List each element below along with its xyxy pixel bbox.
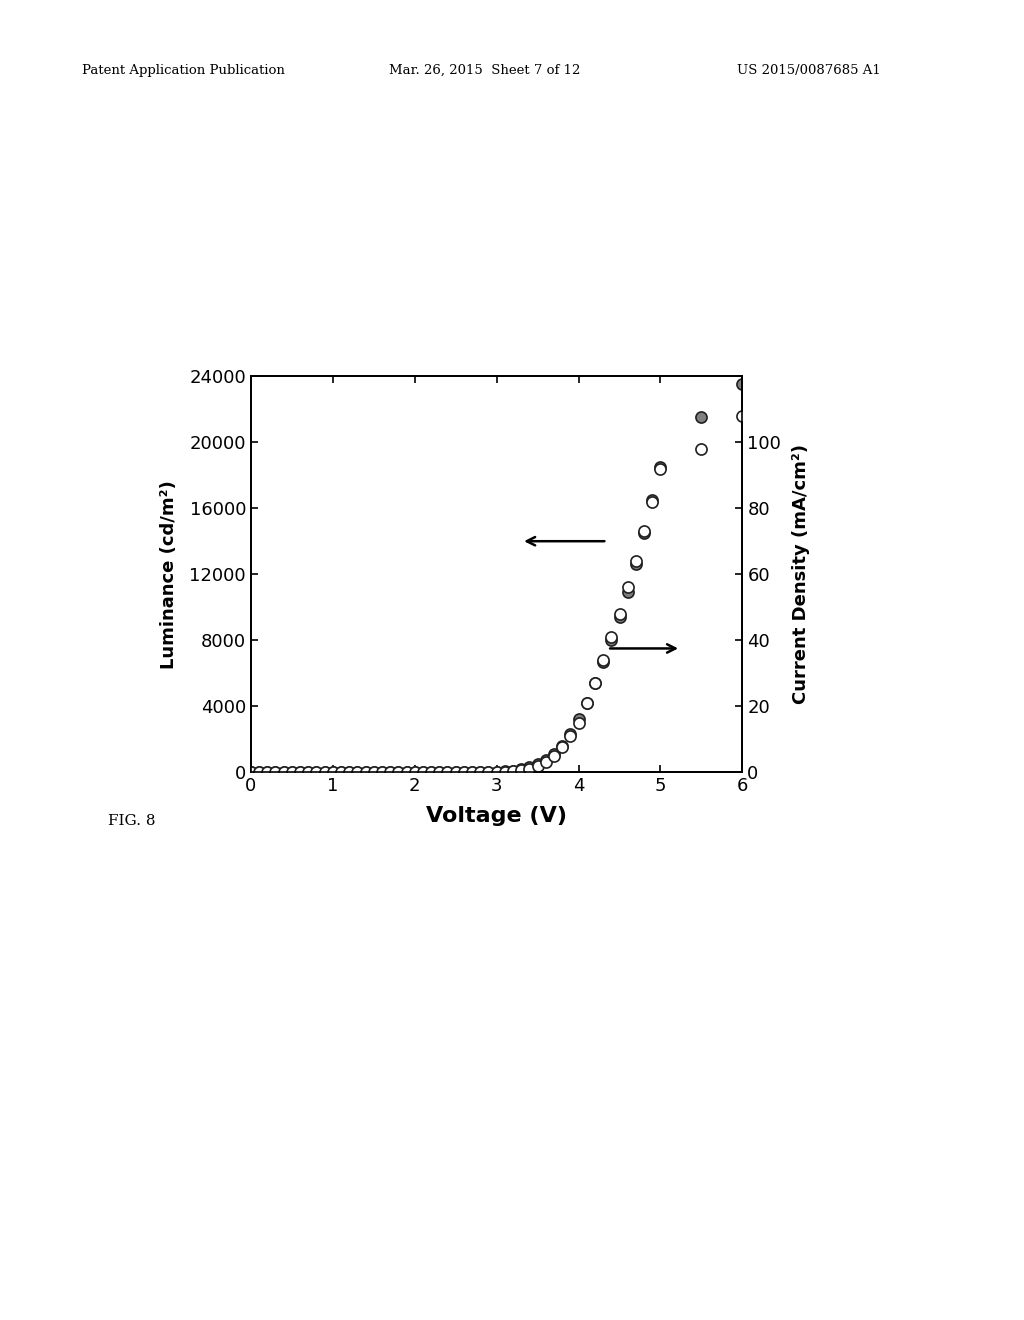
Text: Patent Application Publication: Patent Application Publication [82, 63, 285, 77]
Text: US 2015/0087685 A1: US 2015/0087685 A1 [737, 63, 881, 77]
Text: FIG. 8: FIG. 8 [108, 814, 155, 828]
Text: Mar. 26, 2015  Sheet 7 of 12: Mar. 26, 2015 Sheet 7 of 12 [389, 63, 581, 77]
Y-axis label: Current Density (mA/cm²): Current Density (mA/cm²) [793, 445, 810, 704]
X-axis label: Voltage (V): Voltage (V) [426, 807, 567, 826]
Y-axis label: Luminance (cd/m²): Luminance (cd/m²) [160, 480, 178, 668]
